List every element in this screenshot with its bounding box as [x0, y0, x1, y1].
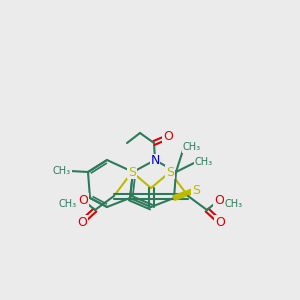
Text: CH₃: CH₃	[59, 199, 77, 209]
Text: CH₃: CH₃	[195, 157, 213, 167]
Text: CH₃: CH₃	[225, 199, 243, 209]
Text: O: O	[214, 194, 224, 206]
Text: O: O	[77, 215, 87, 229]
Text: CH₃: CH₃	[183, 142, 201, 152]
Text: O: O	[78, 194, 88, 206]
Text: S: S	[128, 166, 136, 178]
Text: CH₃: CH₃	[53, 166, 71, 176]
Text: O: O	[215, 215, 225, 229]
Text: S: S	[166, 166, 174, 178]
Text: O: O	[163, 130, 173, 143]
Text: S: S	[192, 184, 200, 196]
Text: N: N	[150, 154, 160, 167]
